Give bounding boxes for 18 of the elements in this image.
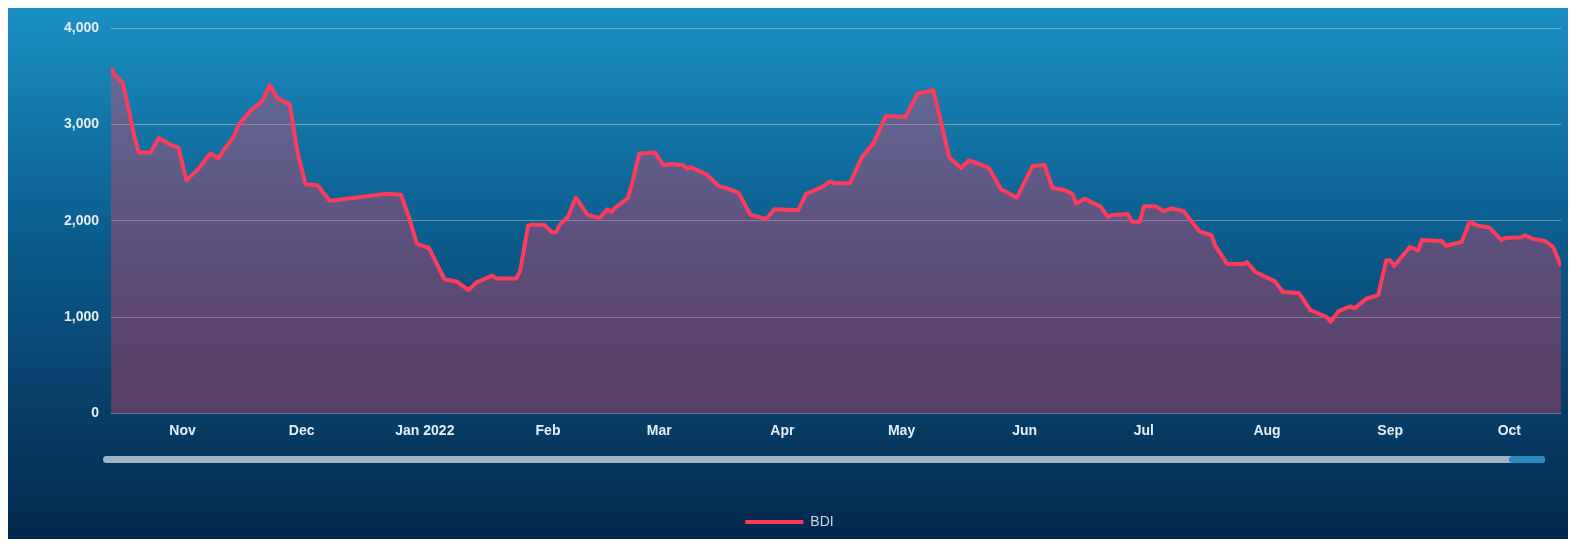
x-tick-label: Aug bbox=[1253, 422, 1281, 439]
y-tick-label: 4,000 bbox=[63, 19, 100, 36]
x-tick-label: Jun bbox=[1012, 422, 1038, 439]
x-tick-label: Feb bbox=[535, 422, 561, 439]
x-tick-label: May bbox=[887, 422, 916, 439]
y-tick-label: 3,000 bbox=[63, 115, 100, 132]
x-tick-label: Nov bbox=[169, 422, 196, 439]
legend-label: BDI bbox=[810, 512, 834, 529]
x-tick-label: Sep bbox=[1377, 422, 1404, 439]
y-tick-label: 2,000 bbox=[63, 211, 100, 228]
x-tick-label: Oct bbox=[1497, 422, 1522, 439]
x-tick-label: Dec bbox=[288, 422, 315, 439]
x-tick-label: Jan 2022 bbox=[395, 422, 455, 439]
x-tick-label: Apr bbox=[770, 422, 795, 439]
x-tick-label: Mar bbox=[646, 422, 673, 439]
y-tick-label: 1,000 bbox=[63, 307, 100, 324]
x-tick-label: Jul bbox=[1133, 422, 1154, 439]
y-tick-label: 0 bbox=[91, 404, 100, 421]
